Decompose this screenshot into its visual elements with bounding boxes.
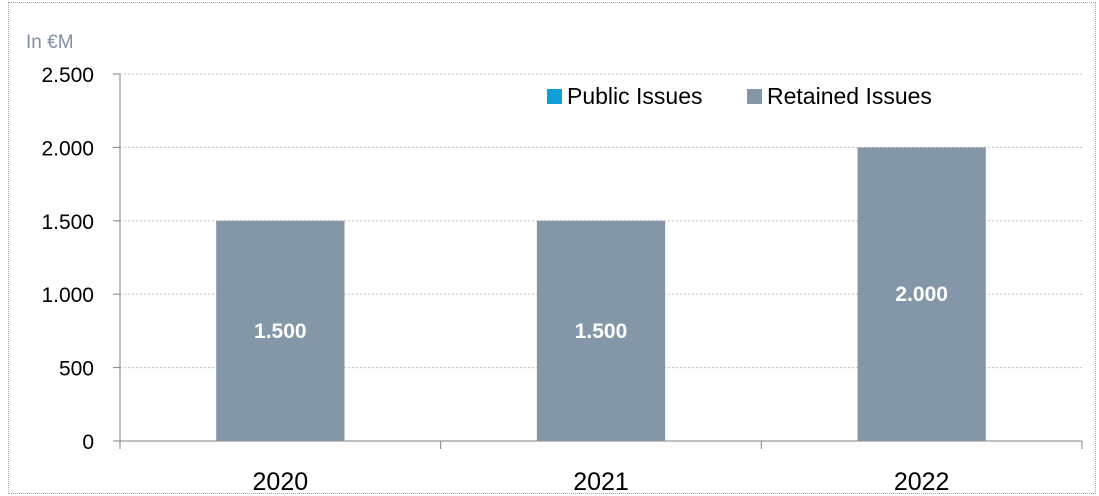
x-tick-label: 2020 [253, 468, 309, 496]
chart-frame [8, 2, 1096, 494]
y-tick-label: 0 [82, 431, 94, 454]
legend-label-public: Public Issues [567, 83, 703, 109]
bars [216, 147, 986, 441]
data-label: 2.000 [895, 283, 948, 306]
legend-swatch-retained [747, 89, 762, 104]
unit-label: In €M [26, 32, 74, 53]
y-tick-label: 1.500 [41, 211, 94, 234]
data-label: 1.500 [254, 320, 307, 343]
tick-labels: 0 500 1.000 1.500 2.000 2.500 1.500 2020 1.500 20… [41, 64, 949, 496]
y-tick-label: 1.000 [41, 284, 94, 307]
legend-label-retained: Retained Issues [767, 83, 932, 109]
x-tick-label: 2021 [573, 468, 629, 496]
x-tick-label: 2022 [894, 468, 950, 496]
bar-2020 [216, 220, 345, 441]
y-tick-label: 2.500 [41, 64, 94, 87]
bar-2022 [857, 147, 986, 441]
legend: Public Issues Retained Issues [547, 83, 932, 109]
bar-2021 [536, 220, 666, 441]
legend-swatch-public [547, 89, 562, 104]
y-tick-label: 500 [59, 358, 94, 381]
y-tick-label: 2.000 [41, 137, 94, 160]
data-label: 1.500 [575, 320, 628, 343]
